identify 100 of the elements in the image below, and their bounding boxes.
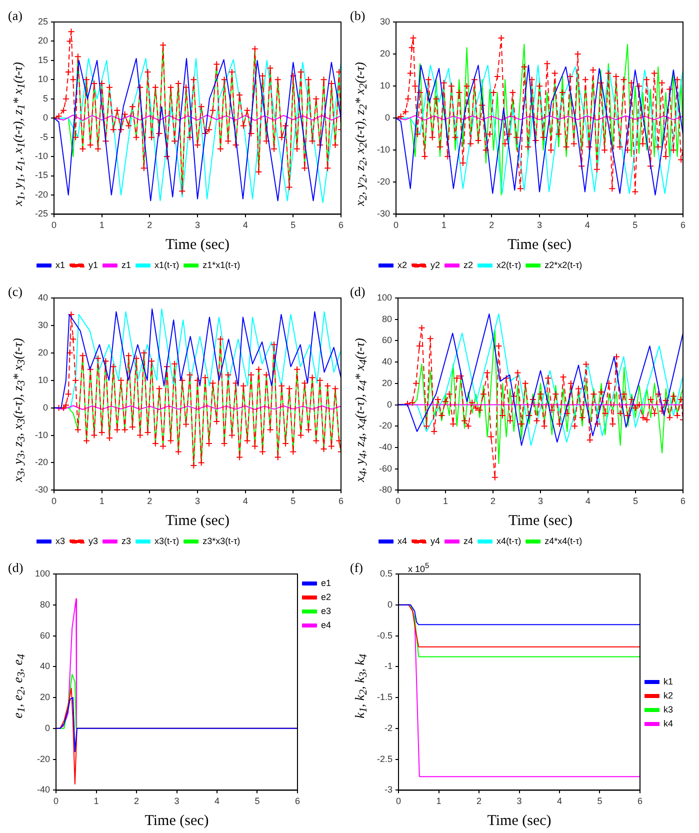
y-tick-label: -80 [379, 484, 392, 495]
y-tick-label: -60 [379, 463, 392, 474]
x-tick-label: 4 [214, 796, 220, 806]
y-tick-label: -3 [384, 784, 393, 795]
legend-label: x1(t-τ) [154, 260, 180, 270]
x-tick-label: 4 [242, 496, 248, 506]
legend-label: x2(t-τ) [496, 260, 522, 270]
x-tick-label: 2 [147, 220, 152, 230]
y-tick-label: 20 [40, 692, 50, 702]
x-tick-label: 4 [242, 220, 248, 230]
x-tick-label: 2 [147, 496, 152, 506]
y-tick-label: 0 [45, 722, 50, 733]
chart-title: (b) [350, 8, 366, 24]
x-tick-label: 0 [52, 220, 57, 230]
chart-title: (d) [350, 284, 366, 300]
x-tick-label: 0 [54, 796, 59, 806]
x-tick-label: 2 [490, 496, 496, 506]
y-tick-label: -5 [40, 132, 48, 142]
legend-label: e4 [320, 620, 332, 630]
chart-title: (f) [350, 560, 363, 576]
y-tick-label: -20 [34, 189, 48, 200]
y-tick-label: 0 [42, 112, 48, 123]
x-axis-title: Time (sec) [507, 236, 572, 253]
x-tick-label: 3 [536, 220, 542, 230]
x-tick-label: 5 [290, 496, 296, 506]
chart-title: (c) [8, 284, 22, 300]
legend-label: x4(t-τ) [496, 536, 522, 546]
x-tick-label: 4 [556, 796, 562, 806]
y-tick-label: -20 [376, 176, 390, 187]
y-tick-label: 0 [387, 399, 392, 410]
x-tick-label: 3 [194, 496, 200, 506]
legend-label: z2*x2(t-τ) [544, 260, 582, 270]
y-tick-label: 60 [40, 630, 50, 640]
x-tick-label: 1 [436, 796, 442, 806]
chart-title: (d) [8, 560, 24, 576]
x-tick-label: 6 [338, 496, 344, 506]
legend-label: z2 [464, 260, 474, 270]
y-tick-label: 0 [384, 112, 390, 123]
x-tick-label: 6 [338, 220, 344, 230]
legend-label: x3(t-τ) [154, 536, 180, 546]
y-tick-label: 10 [38, 374, 48, 385]
x-tick-label: 2 [489, 220, 494, 230]
x-tick-label: 3 [516, 796, 522, 806]
text: x 10$^{5}$ [408, 561, 430, 574]
chart-title: (a) [8, 8, 22, 24]
y-tick-label: 20 [38, 347, 48, 358]
y-tick-label: 100 [34, 568, 50, 578]
x-tick-label: 1 [94, 796, 99, 806]
legend-label: k3 [663, 704, 674, 714]
x-axis-title: Time (sec) [144, 812, 209, 829]
y-tick-label: -2 [384, 722, 393, 733]
x-tick-label: 1 [99, 220, 104, 230]
legend-label: y4 [430, 536, 440, 546]
y-tick-label: 0 [42, 402, 48, 412]
y-tick-label: 40 [40, 661, 50, 672]
legend-label: y1 [88, 260, 98, 270]
x-tick-label: 3 [538, 496, 544, 506]
y-tick-label: 10 [38, 74, 48, 84]
x-tick-label: 1 [443, 496, 448, 506]
x-tick-label: 5 [597, 796, 602, 806]
x-axis-title: Time (sec) [508, 512, 573, 529]
x-tick-label: 6 [637, 796, 642, 806]
y-tick-label: -20 [379, 420, 392, 431]
legend-label: z1 [122, 260, 132, 270]
legend-label: z3 [122, 536, 132, 546]
y-tick-label: -10 [34, 430, 48, 440]
x-tick-label: 0 [52, 496, 57, 506]
x-tick-label: 1 [99, 496, 104, 506]
y-tick-label: -0.5 [376, 630, 393, 640]
y-tick-label: 80 [40, 599, 50, 610]
x-tick-label: 4 [584, 220, 590, 230]
y-tick-label: 15 [38, 54, 48, 65]
x-tick-label: 5 [290, 220, 296, 230]
y-tick-label: -2.5 [376, 754, 393, 764]
legend-label: e1 [320, 578, 332, 588]
y-tick-label: 30 [380, 16, 390, 26]
y-tick-label: 10 [380, 80, 390, 91]
x-tick-label: 3 [194, 220, 200, 230]
x-tick-label: 5 [632, 220, 638, 230]
x-tick-label: 6 [680, 496, 686, 506]
legend-label: k1 [663, 676, 674, 686]
y-tick-label: 60 [382, 335, 392, 346]
x-axis-title: Time (sec) [487, 812, 552, 829]
y-tick-label: 5 [42, 93, 48, 104]
y-tick-label: -10 [376, 144, 390, 155]
legend-label: x3 [56, 536, 66, 546]
x-axis-title: Time (sec) [165, 236, 230, 253]
x-tick-label: 1 [441, 220, 446, 230]
legend-label: x2 [398, 260, 408, 270]
y-tick-label: -25 [34, 208, 48, 219]
x-tick-label: 0 [396, 496, 401, 506]
legend-label: x1 [56, 260, 66, 270]
y-tick-label: -40 [379, 442, 392, 452]
y-tick-label: -40 [37, 784, 50, 795]
y-tick-label: 20 [380, 48, 390, 59]
y-tick-label: -1.5 [376, 692, 393, 702]
x-tick-label: 6 [680, 220, 686, 230]
x-tick-label: 2 [476, 796, 482, 806]
y-tick-label: -20 [34, 457, 48, 468]
y-tick-label: 20 [38, 36, 48, 46]
